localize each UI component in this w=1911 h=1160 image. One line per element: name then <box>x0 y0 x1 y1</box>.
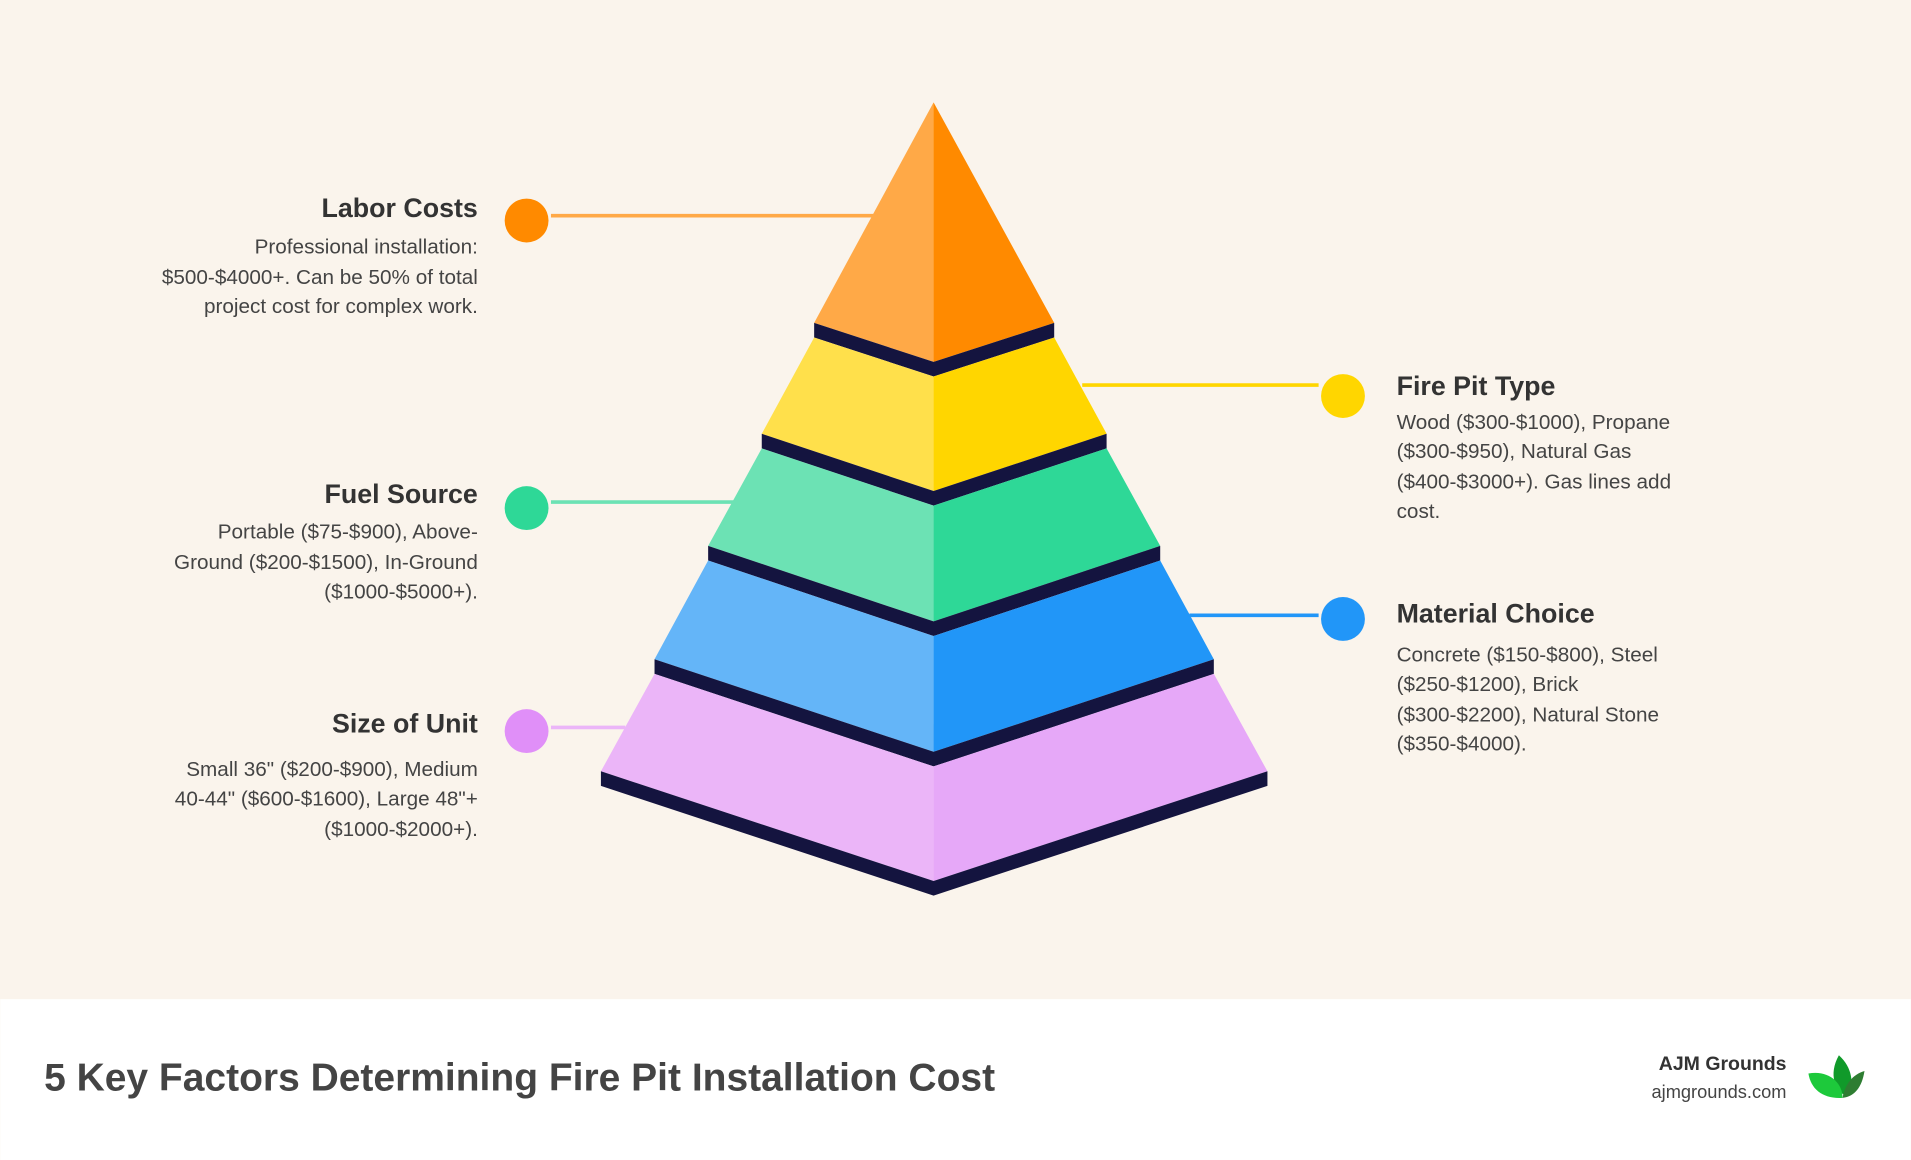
factor-heading: Fuel Source <box>324 479 477 509</box>
factor-size-of-unit: Size of Unit Small 36" ($200-$900), Medi… <box>175 708 478 841</box>
factor-heading: Fire Pit Type <box>1397 371 1556 401</box>
factor-text: ($400-$3000+). Gas lines add <box>1397 471 1672 494</box>
factor-text: Concrete ($150-$800), Steel <box>1397 644 1658 667</box>
factor-text: ($350-$4000). <box>1397 733 1527 756</box>
marker-dot <box>504 198 549 243</box>
page-title: 5 Key Factors Determining Fire Pit Insta… <box>44 1057 995 1100</box>
brand-url: ajmgrounds.com <box>1651 1081 1786 1102</box>
factor-material-choice: Material Choice Concrete ($150-$800), St… <box>1397 599 1659 756</box>
pyramid-layer-firepit-left <box>761 337 934 492</box>
pyramid-layer-labor-left <box>814 102 934 362</box>
factor-heading: Material Choice <box>1397 599 1595 629</box>
pyramid-layer-material-right <box>933 560 1214 752</box>
pyramid-layer-labor-right <box>933 102 1055 362</box>
factor-text: ($250-$1200), Brick <box>1397 673 1579 696</box>
pyramid-layer-fuel-right <box>933 448 1161 622</box>
factor-text: ($1000-$5000+). <box>324 580 478 603</box>
factor-labor: Labor Costs Professional installation: $… <box>162 193 478 318</box>
brand-name: AJM Grounds <box>1659 1053 1787 1075</box>
pyramid-layer-size-right <box>933 673 1268 881</box>
factor-text: Small 36" ($200-$900), Medium <box>186 758 478 781</box>
factor-heading: Labor Costs <box>322 193 478 223</box>
marker-dot <box>504 709 549 754</box>
pyramid-band <box>814 322 1055 377</box>
pyramid-layer-size-left <box>600 673 934 881</box>
pyramid-layer-firepit-right <box>933 337 1107 492</box>
factor-text: Professional installation: <box>255 235 478 258</box>
factor-text: cost. <box>1397 500 1441 523</box>
marker-dot <box>1321 597 1365 641</box>
factor-fuel-source: Fuel Source Portable ($75-$900), Above- … <box>174 479 478 603</box>
factor-text: project cost for complex work. <box>204 295 478 318</box>
factor-heading: Size of Unit <box>332 708 478 738</box>
factor-text: ($1000-$2000+). <box>324 818 478 841</box>
connectors <box>504 198 1365 754</box>
factor-text: Portable ($75-$900), Above- <box>218 521 478 544</box>
factor-text: ($300-$2200), Natural Stone <box>1397 703 1659 726</box>
factor-text: 40-44" ($600-$1600), Large 48"+ <box>175 787 478 810</box>
pyramid <box>600 102 1268 896</box>
factor-text: ($300-$950), Natural Gas <box>1397 440 1632 463</box>
marker-dot <box>1321 374 1365 418</box>
pyramid-layer-fuel-left <box>708 448 934 622</box>
factor-text: Wood ($300-$1000), Propane <box>1397 411 1671 434</box>
footer <box>0 999 1911 1160</box>
factor-firepit-type: Fire Pit Type Wood ($300-$1000), Propane… <box>1397 371 1672 523</box>
factor-text: $500-$4000+. Can be 50% of total <box>162 266 478 289</box>
green-leaves-icon <box>1808 1055 1865 1098</box>
pyramid-band <box>761 433 1107 506</box>
factor-text: Ground ($200-$1500), In-Ground <box>174 551 478 574</box>
pyramid-layer-material-left <box>654 560 934 752</box>
marker-dot <box>504 486 549 531</box>
